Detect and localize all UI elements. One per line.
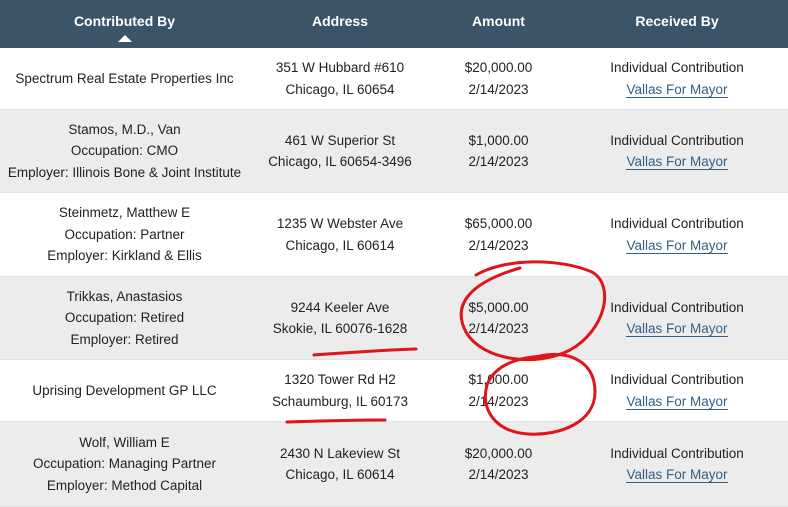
cell-contributed-by: Trikkas, Anastasios Occupation: Retired Em… (0, 276, 249, 360)
amount-value: $1,000.00 (468, 372, 529, 387)
cell-received-by: Individual Contribution Vallas For Mayor (566, 359, 788, 422)
contribution-date: 2/14/2023 (468, 237, 529, 253)
column-header-label: Address (311, 13, 369, 29)
amount-value: $20,000.00 (464, 60, 533, 75)
table-row: Uprising Development GP LLC 1320 Tower Rd… (0, 359, 788, 422)
address-line: 1320 Tower Rd H2 (284, 372, 396, 387)
address-line: 2430 N Lakeview St (279, 445, 401, 461)
address-line: Chicago, IL 60654-3496 (268, 154, 412, 169)
table-row: Trikkas, Anastasios Occupation: Retired Em… (0, 276, 788, 360)
contributor-line: Occupation: Partner (64, 226, 185, 242)
address-line: 1235 W Webster Ave (276, 216, 404, 231)
cell-contributed-by: Steinmetz, Matthew E Occupation: Partner E… (0, 192, 249, 277)
cell-amount: $5,000.00 2/14/2023 (431, 276, 566, 360)
table-row: Wolf, William E Occupation: Managing Part… (0, 421, 788, 507)
cell-address: 351 W Hubbard #610 Chicago, IL 60654 (249, 48, 431, 110)
contributor-line: Stamos, M.D., Van (68, 121, 181, 137)
cell-received-by: Individual Contribution Vallas For Mayor (566, 109, 788, 193)
recipient-link[interactable]: Vallas For Mayor (626, 237, 728, 254)
column-header-label: Received By (635, 13, 719, 29)
column-header-contributed-by[interactable]: Contributed By (0, 0, 249, 48)
cell-amount: $1,000.00 2/14/2023 (431, 109, 566, 193)
contributor-line: Occupation: Retired (64, 310, 185, 326)
contribution-date: 2/14/2023 (468, 321, 529, 336)
cell-received-by: Individual Contribution Vallas For Mayor (566, 421, 788, 507)
contribution-type: Individual Contribution (610, 299, 744, 315)
recipient-link[interactable]: Vallas For Mayor (626, 467, 728, 483)
recipient-link[interactable]: Vallas For Mayor (626, 393, 728, 410)
sort-ascending-icon[interactable] (117, 35, 132, 42)
cell-address: 2430 N Lakeview St Chicago, IL 60614 (249, 421, 431, 507)
cell-received-by: Individual Contribution Vallas For Mayor (566, 192, 788, 277)
contribution-date: 2/14/2023 (468, 154, 529, 169)
contribution-type: Individual Contribution (610, 216, 744, 231)
recipient-wrapper: Vallas For Mayor (570, 235, 784, 257)
cell-contributed-by: Stamos, M.D., Van Occupation: CMO Employer… (0, 109, 249, 193)
contributor-line: Steinmetz, Matthew E (58, 205, 191, 221)
cell-contributed-by: Uprising Development GP LLC (0, 359, 249, 422)
address-line: Schaumburg, IL 60173 (271, 393, 409, 409)
cell-amount: $20,000.00 2/14/2023 (431, 48, 566, 110)
recipient-link[interactable]: Vallas For Mayor (626, 154, 728, 170)
address-line: 461 W Superior St (284, 132, 396, 148)
table-row: Stamos, M.D., Van Occupation: CMO Employer… (0, 109, 788, 193)
column-header-label: Contributed By (73, 13, 176, 29)
contribution-date: 2/14/2023 (468, 467, 529, 482)
recipient-wrapper: Vallas For Mayor (570, 391, 784, 413)
recipient-wrapper: Vallas For Mayor (570, 318, 784, 340)
contributor-line: Employer: Method Capital (46, 477, 203, 493)
table-body: Spectrum Real Estate Properties Inc 351 W… (0, 48, 788, 507)
contributor-line: Employer: Retired (70, 331, 179, 347)
cell-address: 1235 W Webster Ave Chicago, IL 60614 (249, 192, 431, 277)
cell-contributed-by: Spectrum Real Estate Properties Inc (0, 48, 249, 110)
contribution-date: 2/14/2023 (468, 393, 529, 409)
address-line: Chicago, IL 60614 (285, 467, 395, 482)
contributor-line: Employer: Illinois Bone & Joint Institut… (7, 164, 242, 180)
amount-value: $1,000.00 (468, 132, 529, 148)
address-line: 9244 Keeler Ave (290, 299, 390, 315)
contribution-date: 2/14/2023 (468, 81, 529, 97)
contributor-line: Employer: Kirkland & Ellis (47, 248, 202, 264)
cell-amount: $65,000.00 2/14/2023 (431, 192, 566, 277)
cell-amount: $20,000.00 2/14/2023 (431, 421, 566, 507)
column-header-address[interactable]: Address (249, 0, 431, 48)
cell-received-by: Individual Contribution Vallas For Mayor (566, 48, 788, 110)
table-header-row: Contributed By Address Amount Received B… (0, 0, 788, 48)
table-row: Spectrum Real Estate Properties Inc 351 W… (0, 48, 788, 110)
recipient-link[interactable]: Vallas For Mayor (626, 81, 728, 98)
contributor-line: Occupation: Managing Partner (32, 456, 217, 472)
recipient-wrapper: Vallas For Mayor (570, 464, 784, 486)
cell-amount: $1,000.00 2/14/2023 (431, 359, 566, 422)
column-header-label: Amount (472, 13, 525, 29)
cell-address: 9244 Keeler Ave Skokie, IL 60076-1628 (249, 276, 431, 360)
amount-value: $65,000.00 (464, 216, 533, 231)
cell-address: 461 W Superior St Chicago, IL 60654-3496 (249, 109, 431, 193)
contributor-line: Occupation: CMO (70, 143, 179, 159)
contributor-line: Trikkas, Anastasios (66, 288, 183, 304)
table-row: Steinmetz, Matthew E Occupation: Partner E… (0, 192, 788, 277)
recipient-link[interactable]: Vallas For Mayor (626, 321, 728, 337)
address-line: 351 W Hubbard #610 (275, 60, 405, 75)
contributor-line: Uprising Development GP LLC (32, 382, 217, 398)
column-header-amount[interactable]: Amount (431, 0, 566, 48)
contribution-type: Individual Contribution (610, 445, 744, 461)
amount-value: $20,000.00 (464, 445, 533, 461)
address-line: Chicago, IL 60614 (285, 237, 395, 253)
contributor-line: Spectrum Real Estate Properties Inc (15, 70, 234, 86)
cell-contributed-by: Wolf, William E Occupation: Managing Part… (0, 421, 249, 507)
cell-address: 1320 Tower Rd H2 Schaumburg, IL 60173 (249, 359, 431, 422)
address-line: Skokie, IL 60076-1628 (272, 321, 408, 336)
recipient-wrapper: Vallas For Mayor (570, 151, 784, 173)
contribution-type: Individual Contribution (610, 132, 744, 148)
cell-received-by: Individual Contribution Vallas For Mayor (566, 276, 788, 360)
column-header-received-by[interactable]: Received By (566, 0, 788, 48)
recipient-wrapper: Vallas For Mayor (570, 79, 784, 101)
address-line: Chicago, IL 60654 (285, 81, 395, 97)
contribution-type: Individual Contribution (610, 60, 744, 75)
contribution-type: Individual Contribution (610, 372, 744, 387)
contributor-line: Wolf, William E (79, 434, 170, 450)
amount-value: $5,000.00 (468, 299, 529, 315)
